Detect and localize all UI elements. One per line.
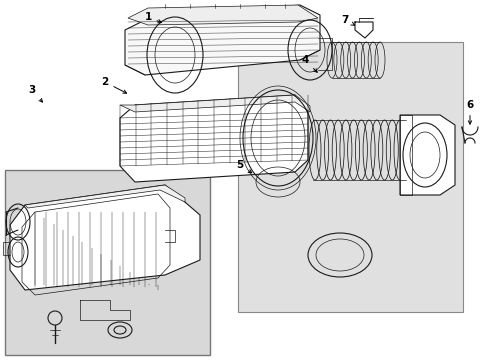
Text: 5: 5	[236, 160, 251, 173]
Polygon shape	[120, 95, 309, 112]
FancyBboxPatch shape	[238, 42, 462, 312]
Polygon shape	[128, 5, 317, 25]
Polygon shape	[125, 5, 319, 75]
Polygon shape	[25, 185, 184, 208]
Text: 7: 7	[341, 15, 354, 25]
Polygon shape	[10, 185, 200, 290]
Polygon shape	[399, 115, 454, 195]
Text: 2: 2	[101, 77, 126, 93]
Text: 3: 3	[28, 85, 42, 102]
Text: 6: 6	[466, 100, 473, 124]
Text: 4: 4	[301, 55, 317, 72]
Text: 1: 1	[144, 12, 161, 23]
FancyBboxPatch shape	[5, 170, 209, 355]
Polygon shape	[120, 95, 307, 182]
